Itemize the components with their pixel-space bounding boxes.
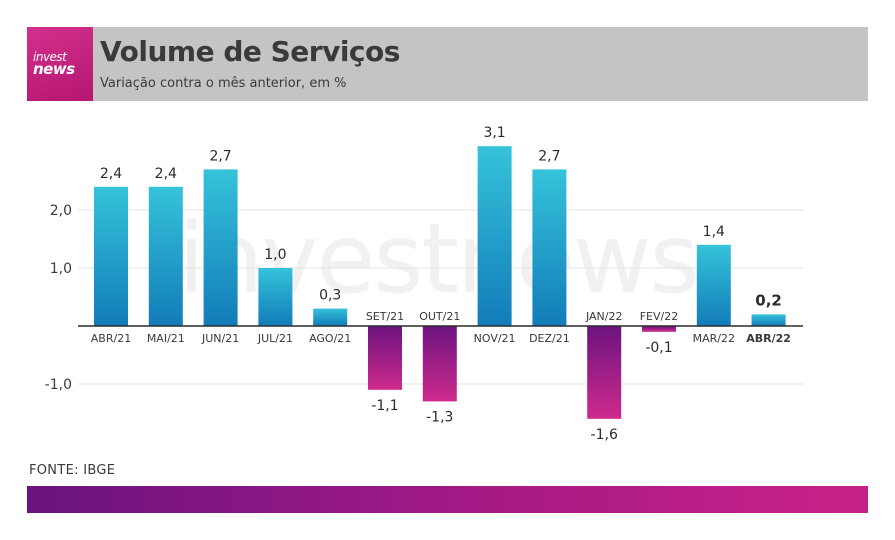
data-label: 2,4 xyxy=(155,166,177,182)
y-tick-label: -1,0 xyxy=(45,377,72,393)
chart-title: Volume de Serviços xyxy=(100,35,400,68)
data-label: 2,7 xyxy=(538,148,560,164)
data-label: -1,3 xyxy=(426,409,453,425)
x-tick-label: OUT/21 xyxy=(419,310,460,323)
bar-jul-21 xyxy=(258,268,293,326)
bar-jan-22 xyxy=(587,326,622,419)
data-label: -1,1 xyxy=(371,398,398,414)
y-tick-label: 1,0 xyxy=(50,261,72,277)
data-label: -0,1 xyxy=(645,340,672,356)
y-tick-label: 2,0 xyxy=(50,203,72,219)
data-label: 1,0 xyxy=(264,247,286,263)
bar-ago-21 xyxy=(313,308,348,326)
footer-bar xyxy=(27,486,868,513)
bar-out-21 xyxy=(422,326,457,402)
data-label: 1,4 xyxy=(703,224,725,240)
investnews-logo: invest news xyxy=(27,27,93,101)
data-label: -1,6 xyxy=(591,427,618,443)
x-tick-label: JUN/21 xyxy=(201,332,239,345)
bar-fev-22 xyxy=(642,326,676,332)
bar-dez-21 xyxy=(532,169,567,326)
bar-mai-21 xyxy=(148,186,183,326)
x-tick-label: AGO/21 xyxy=(309,332,351,345)
x-tick-label: MAR/22 xyxy=(693,332,735,345)
x-tick-label: MAI/21 xyxy=(147,332,185,345)
data-label: 3,1 xyxy=(483,125,505,141)
bar-nov-21 xyxy=(477,146,512,326)
bar-jun-21 xyxy=(203,169,238,326)
bar-abr-22 xyxy=(751,314,786,326)
data-label: 0,3 xyxy=(319,288,341,304)
data-label: 2,7 xyxy=(209,148,231,164)
x-tick-label: ABR/22 xyxy=(746,332,791,345)
x-tick-label: SET/21 xyxy=(366,310,404,323)
bar-set-21 xyxy=(368,326,402,390)
header: invest news Volume de Serviços Variação … xyxy=(27,27,868,101)
x-tick-label: DEZ/21 xyxy=(529,332,570,345)
x-tick-label: NOV/21 xyxy=(474,332,516,345)
source-note: FONTE: IBGE xyxy=(29,463,116,478)
data-label: 0,2 xyxy=(755,291,782,309)
watermark-text: investnews xyxy=(178,203,697,315)
chart-subtitle: Variação contra o mês anterior, em % xyxy=(100,76,347,91)
bar-chart: investnews 2,0 1,0 -1,0 ABR/21 2,4 MAI/21 2,4 JU… xyxy=(45,125,803,443)
bar-abr-21 xyxy=(94,186,128,326)
data-label: 2,4 xyxy=(100,166,122,182)
bar-mar-22 xyxy=(696,244,731,326)
x-tick-label: JAN/22 xyxy=(585,310,623,323)
logo-text-invest: invest xyxy=(33,50,67,64)
x-tick-label: ABR/21 xyxy=(91,332,131,345)
logo-text-news: news xyxy=(33,60,75,78)
x-tick-label: JUL/21 xyxy=(257,332,293,345)
x-tick-label: FEV/22 xyxy=(640,310,679,323)
